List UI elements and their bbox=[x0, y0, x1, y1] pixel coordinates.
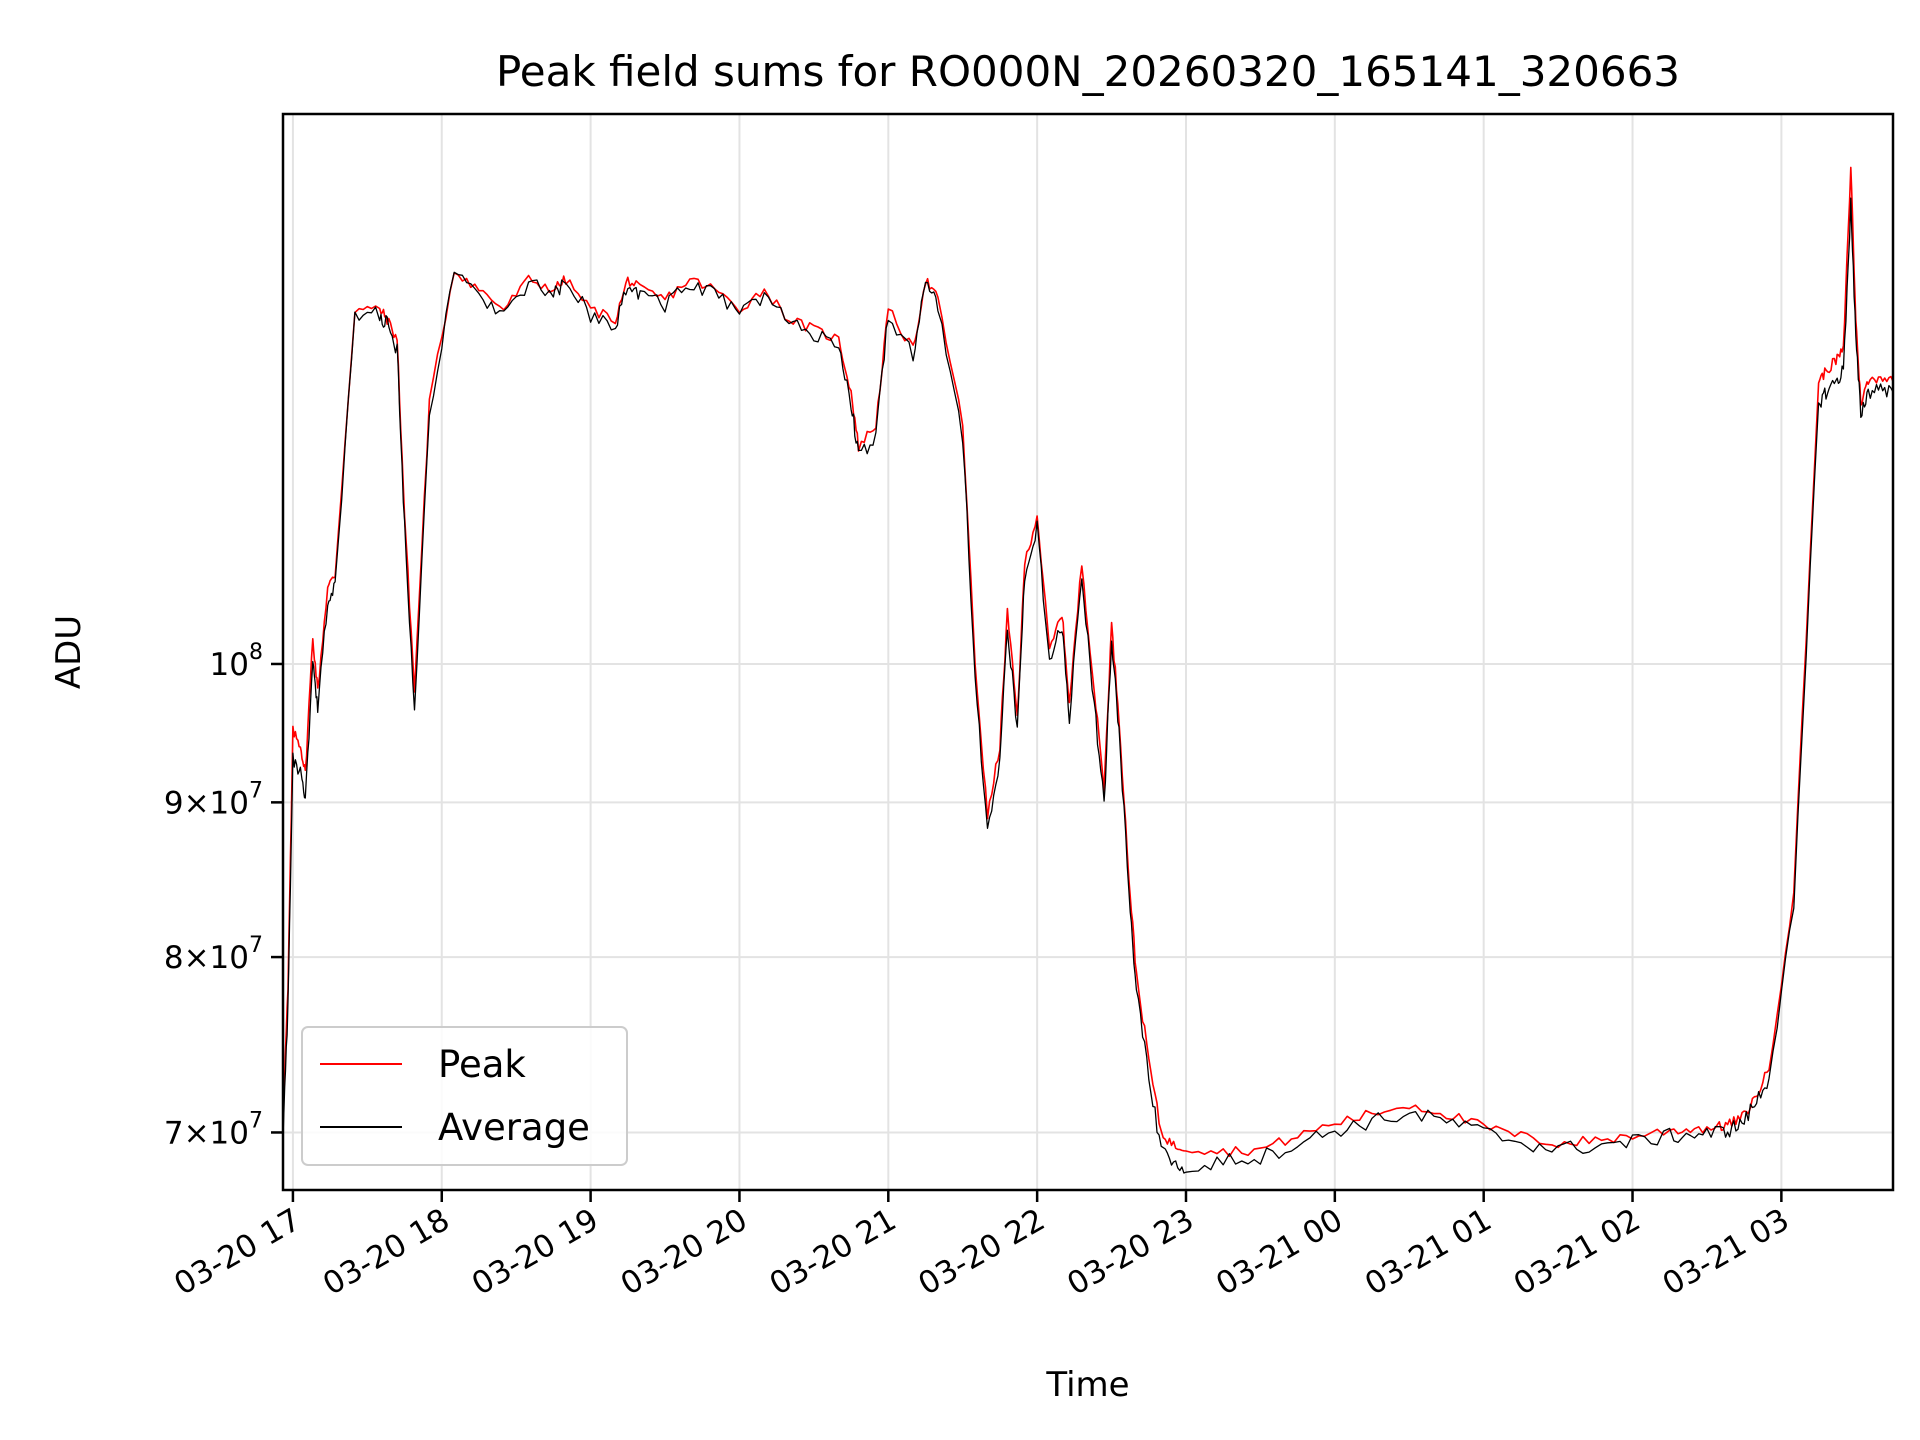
x-tick-label: 03-20 18 bbox=[317, 1202, 456, 1303]
legend-label-peak: Peak bbox=[438, 1043, 526, 1086]
x-tick-label: 03-20 23 bbox=[1061, 1202, 1200, 1303]
series-line-average bbox=[282, 197, 1894, 1174]
x-tick-label: 03-20 17 bbox=[168, 1202, 307, 1303]
series-line-peak bbox=[282, 166, 1894, 1158]
y-tick-label: 8×107 bbox=[164, 933, 263, 976]
x-axis-label: Time bbox=[1045, 1365, 1129, 1405]
x-axis-ticks: 03-20 17 03-20 18 03-20 19 03-20 20 03-20 21… bbox=[168, 1190, 1795, 1303]
x-tick-label: 03-20 19 bbox=[466, 1202, 605, 1303]
series-layer bbox=[282, 166, 1894, 1174]
x-tick-label: 03-20 21 bbox=[764, 1202, 903, 1303]
legend-label-average: Average bbox=[438, 1106, 590, 1149]
x-tick-label: 03-21 03 bbox=[1657, 1202, 1796, 1303]
plot-frame bbox=[281, 112, 1895, 1192]
chart-title: Peak field sums for RO000N_20260320_1651… bbox=[496, 47, 1680, 96]
y-tick-label: 9×107 bbox=[164, 778, 263, 821]
x-tick-label: 03-20 22 bbox=[912, 1202, 1051, 1303]
legend: Peak Average bbox=[301, 1026, 628, 1166]
x-tick-label: 03-20 20 bbox=[615, 1202, 754, 1303]
x-tick-label: 03-21 02 bbox=[1508, 1202, 1647, 1303]
y-tick-label: 7×107 bbox=[164, 1108, 263, 1151]
legend-box bbox=[301, 1026, 628, 1166]
y-tick-label: 108 bbox=[210, 640, 263, 683]
y-axis-label: ADU bbox=[49, 615, 89, 689]
x-tick-label: 03-21 01 bbox=[1359, 1202, 1498, 1303]
y-axis-ticks: 7×107 8×107 9×107 108 bbox=[164, 640, 283, 1151]
x-tick-label: 03-21 00 bbox=[1210, 1202, 1349, 1303]
